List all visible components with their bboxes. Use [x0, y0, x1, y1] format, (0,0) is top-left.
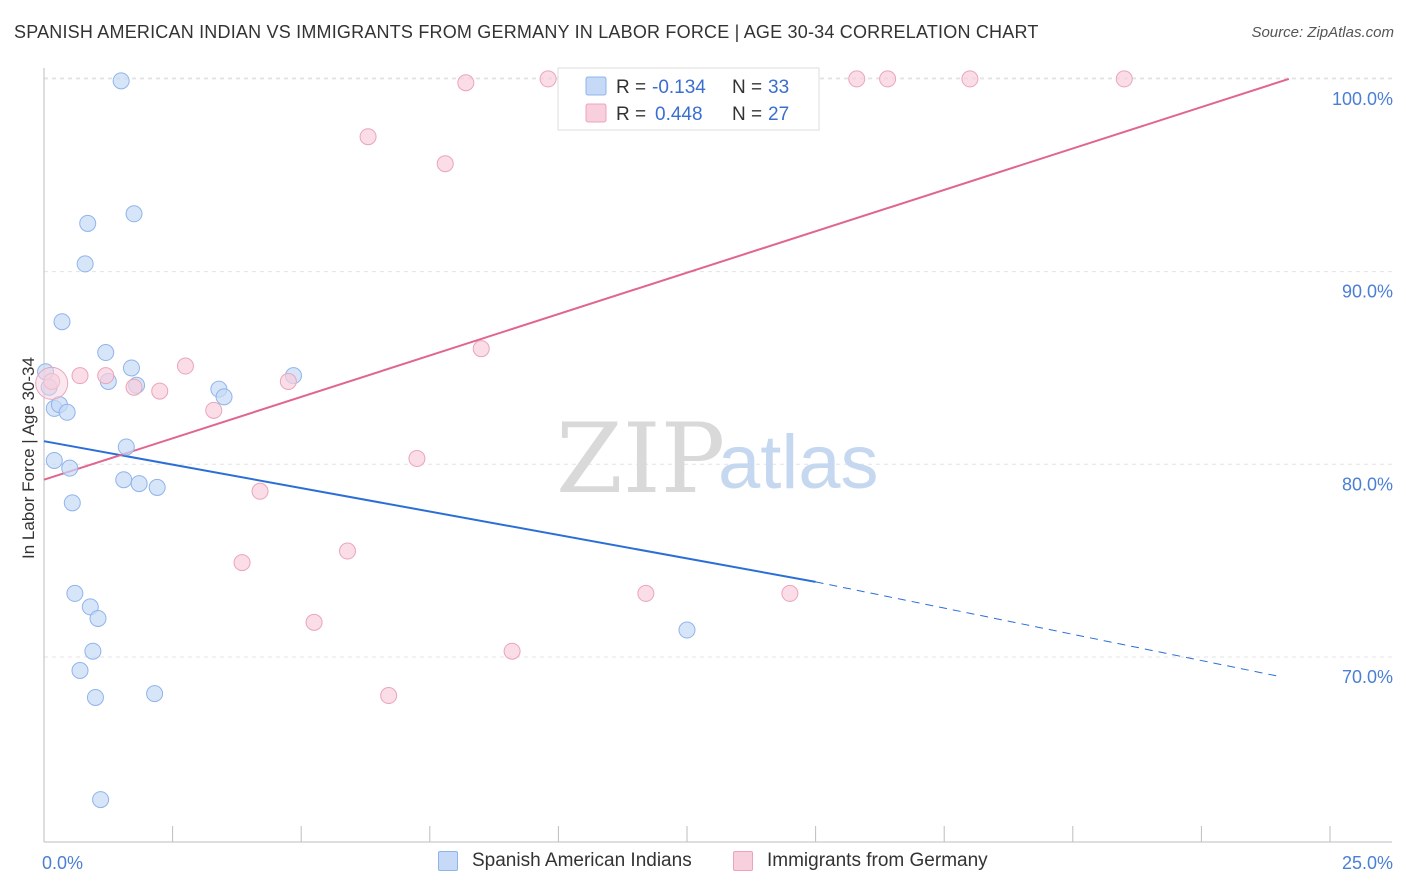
point-spanish-american-indians [84, 642, 102, 660]
legend-n-value-2: 27 [768, 104, 789, 125]
point-immigrants-from-germany [380, 687, 398, 705]
legend-r-label-1: R = [616, 77, 646, 98]
point-spanish-american-indians [117, 438, 135, 456]
source-label: Source: ZipAtlas.com [1251, 24, 1394, 41]
point-immigrants-from-germany [961, 70, 979, 88]
point-spanish-american-indians [71, 661, 89, 679]
y-tick-label: 90.0% [1342, 282, 1393, 302]
point-immigrants-from-germany [97, 367, 115, 385]
chart-title: SPANISH AMERICAN INDIAN VS IMMIGRANTS FR… [14, 22, 1039, 42]
point-immigrants-from-germany [637, 584, 655, 602]
point-immigrants-from-germany [503, 642, 521, 660]
point-spanish-american-indians [115, 471, 133, 489]
point-immigrants-from-germany [408, 450, 426, 468]
point-immigrants-from-germany [848, 70, 866, 88]
point-immigrants-from-germany [305, 613, 323, 631]
legend-swatch-pink [585, 103, 607, 123]
point-spanish-american-indians [146, 685, 164, 703]
y-tick-label: 100.0% [1332, 89, 1393, 109]
point-spanish-american-indians [130, 475, 148, 493]
point-spanish-american-indians [148, 478, 166, 496]
legend-r-value-1: -0.134 [652, 77, 706, 98]
point-immigrants-from-germany [539, 70, 557, 88]
x-tick-labels: 0.0% 25.0% [42, 853, 1393, 873]
point-spanish-american-indians [66, 584, 84, 602]
point-spanish-american-indians [215, 388, 233, 406]
point-immigrants-from-germany [251, 482, 269, 500]
point-immigrants-from-germany [879, 70, 897, 88]
point-spanish-american-indians [53, 313, 71, 331]
point-spanish-american-indians [678, 621, 696, 639]
series-swatch-pink [733, 851, 753, 871]
point-spanish-american-indians [76, 255, 94, 273]
point-immigrants-from-germany [233, 554, 251, 572]
point-spanish-american-indians [122, 359, 140, 377]
series-legend-item-german: Immigrants from Germany [733, 850, 988, 872]
trend-lines [43, 77, 1290, 677]
point-immigrants-from-germany [176, 357, 194, 375]
point-immigrants-from-germany [436, 155, 454, 173]
point-spanish-american-indians [92, 791, 110, 809]
legend-n-label-1: N = [732, 77, 762, 98]
point-spanish-american-indians [86, 688, 104, 706]
series-swatch-blue [438, 851, 458, 871]
y-axis-label: In Labor Force | Age 30-34 [19, 357, 38, 559]
series-legend: Spanish American Indians Immigrants from… [0, 850, 1406, 880]
point-immigrants-from-germany [1115, 70, 1133, 88]
point-immigrants-from-germany [125, 378, 143, 396]
point-immigrants-from-germany [279, 372, 297, 390]
trend-line-immigrants-from-germany [43, 77, 1290, 481]
series-legend-label: Immigrants from Germany [767, 850, 988, 871]
y-tick-label: 80.0% [1342, 474, 1393, 494]
series-legend-item-spanish: Spanish American Indians [438, 850, 692, 872]
point-spanish-american-indians [63, 494, 81, 512]
point-immigrants-from-germany [472, 340, 490, 358]
legend-n-value-1: 33 [768, 77, 789, 98]
point-spanish-american-indians [45, 451, 63, 469]
point-spanish-american-indians [112, 72, 130, 90]
point-spanish-american-indians [89, 609, 107, 627]
y-tick-labels: 70.0% 80.0% 90.0% 100.0% [1332, 89, 1393, 687]
gridlines [44, 77, 1392, 658]
trend-line-extension [815, 581, 1279, 677]
data-points [35, 70, 1133, 809]
point-spanish-american-indians [61, 459, 79, 477]
point-immigrants-from-germany [457, 74, 475, 92]
series-legend-label: Spanish American Indians [472, 850, 692, 871]
legend-swatch-blue [585, 76, 607, 96]
legend-r-label-2: R = [616, 104, 646, 125]
watermark-zip: ZIP [556, 403, 725, 515]
point-immigrants-from-germany [35, 366, 69, 400]
point-immigrants-from-germany [71, 367, 89, 385]
legend-r-value-2: 0.448 [655, 104, 703, 125]
point-immigrants-from-germany [338, 542, 356, 560]
axes [43, 68, 1392, 843]
point-immigrants-from-germany [359, 128, 377, 146]
point-spanish-american-indians [79, 214, 97, 232]
trend-line-spanish-american-indians [43, 440, 816, 583]
point-spanish-american-indians [125, 205, 143, 223]
y-tick-label: 70.0% [1342, 667, 1393, 687]
stats-legend: R = -0.134 N = 33 R = 0.448 N = 27 [557, 67, 820, 131]
point-spanish-american-indians [97, 344, 115, 362]
watermark-atlas: atlas [718, 420, 879, 505]
point-spanish-american-indians [58, 403, 76, 421]
x-tick-label: 0.0% [42, 853, 83, 873]
legend-n-label-2: N = [732, 104, 762, 125]
point-immigrants-from-germany [781, 584, 799, 602]
point-immigrants-from-germany [151, 382, 169, 400]
x-tick-label: 25.0% [1342, 853, 1393, 873]
point-immigrants-from-germany [205, 401, 223, 419]
